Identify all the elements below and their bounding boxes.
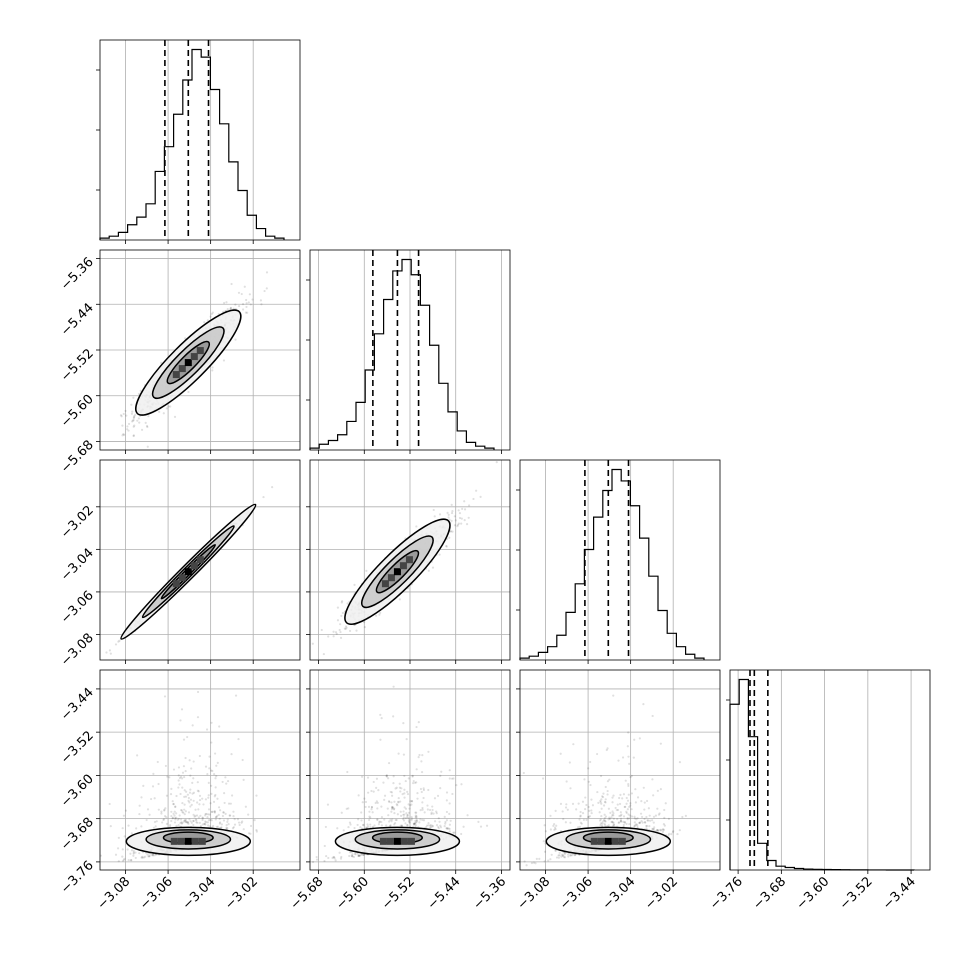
x-tick-label: −5.44 — [425, 874, 464, 913]
density-cell — [172, 371, 180, 379]
joint-panel-1-0: −5.68 −5.60 −5.52 −5.44 −5.36 — [58, 249, 301, 477]
x-tick-label: −3.60 — [794, 874, 833, 913]
marginal-panel-0 — [96, 39, 301, 244]
histogram-step — [519, 468, 705, 660]
density-cell — [177, 837, 185, 845]
joint-panel-2-1 — [306, 459, 511, 664]
density-cell — [190, 353, 198, 361]
x-tick-label: −3.08 — [95, 874, 134, 913]
x-tick-label: −3.06 — [137, 874, 176, 913]
y-tick-label: −3.08 — [58, 631, 97, 670]
density-cell — [198, 837, 206, 845]
density-cell — [399, 562, 407, 570]
density-cell — [387, 574, 395, 582]
density-cell — [405, 556, 413, 564]
joint-panel-3-2: −3.08 −3.06 −3.04 −3.02 — [515, 669, 721, 913]
panel-frame — [729, 669, 931, 871]
x-tick-label: −3.02 — [642, 874, 681, 913]
density-cell — [178, 365, 186, 373]
joint-panel-2-0: −3.08 −3.06−3.04 −3.02 — [58, 459, 301, 670]
joint-panel-3-0: −3.08 −3.06 −3.04 −3.02 −3.76 −3.68 −3.60 −3.52… — [58, 669, 301, 913]
x-tick-label: −3.68 — [750, 874, 789, 913]
panel-frame — [309, 459, 511, 661]
y-tick-label: −3.44 — [58, 685, 97, 724]
y-tick-label: −5.36 — [58, 255, 97, 294]
density-cell — [400, 837, 408, 845]
y-tick-label: −3.04 — [58, 546, 97, 585]
density-cell — [393, 568, 401, 576]
panel-frame — [99, 249, 301, 451]
density-cell — [611, 837, 619, 845]
density-cell — [196, 347, 204, 355]
histogram-step — [309, 258, 495, 450]
density-cell — [184, 568, 192, 576]
panel-frame — [519, 669, 721, 871]
x-tick-label: −3.06 — [557, 874, 596, 913]
density-cell — [597, 837, 605, 845]
density-cell — [386, 837, 394, 845]
density-cell — [184, 359, 192, 367]
x-tick-label: −5.60 — [333, 874, 372, 913]
density-cell — [604, 837, 612, 845]
density-cell — [381, 580, 389, 588]
marginal-panel-1 — [306, 249, 511, 454]
panel-frame — [99, 669, 301, 871]
histogram-step — [99, 48, 285, 240]
panel-frame — [519, 459, 721, 661]
x-tick-label: −3.04 — [180, 874, 219, 913]
marginal-panel-2 — [516, 459, 721, 664]
density-cell — [407, 837, 415, 845]
density-cell — [393, 837, 401, 845]
density-cell — [196, 556, 204, 564]
panel-frame — [99, 39, 301, 241]
density-cell — [172, 580, 180, 588]
joint-panel-3-1: −5.68 −5.60 −5.52 −5.44 −5.36 — [288, 669, 511, 913]
x-tick-label: −3.04 — [600, 874, 639, 913]
density-cell — [379, 837, 387, 845]
x-tick-label: −3.44 — [880, 874, 919, 913]
density-cell — [184, 837, 192, 845]
marginal-panel-3: −3.76 −3.68 −3.60 −3.52 −3.44 — [707, 669, 931, 913]
density-cell — [618, 837, 626, 845]
x-tick-label: −3.02 — [222, 874, 261, 913]
y-tick-label: −3.52 — [58, 728, 97, 767]
panel-frame — [309, 669, 511, 871]
y-tick-label: −5.60 — [58, 392, 97, 431]
y-tick-label: −5.44 — [58, 301, 97, 340]
y-tick-label: −3.68 — [58, 815, 97, 854]
x-tick-label: −3.76 — [707, 874, 746, 913]
histogram-step — [729, 678, 915, 871]
x-tick-label: −5.68 — [288, 874, 327, 913]
x-tick-label: −3.52 — [837, 874, 876, 913]
density-cell — [170, 837, 178, 845]
y-tick-label: −3.60 — [58, 772, 97, 811]
density-cell — [190, 562, 198, 570]
y-tick-label: −3.06 — [58, 588, 97, 627]
y-tick-label: −5.68 — [58, 438, 97, 477]
y-tick-label: −3.76 — [58, 858, 97, 897]
x-tick-label: −5.36 — [470, 874, 509, 913]
density-cell — [191, 837, 199, 845]
y-tick-label: −3.02 — [58, 503, 97, 542]
density-cell — [178, 574, 186, 582]
panel-frame — [99, 459, 301, 661]
y-tick-label: −5.52 — [58, 346, 97, 385]
panel-frame — [309, 249, 511, 451]
x-tick-label: −3.08 — [515, 874, 554, 913]
density-cell — [590, 837, 598, 845]
x-tick-label: −5.52 — [379, 874, 418, 913]
